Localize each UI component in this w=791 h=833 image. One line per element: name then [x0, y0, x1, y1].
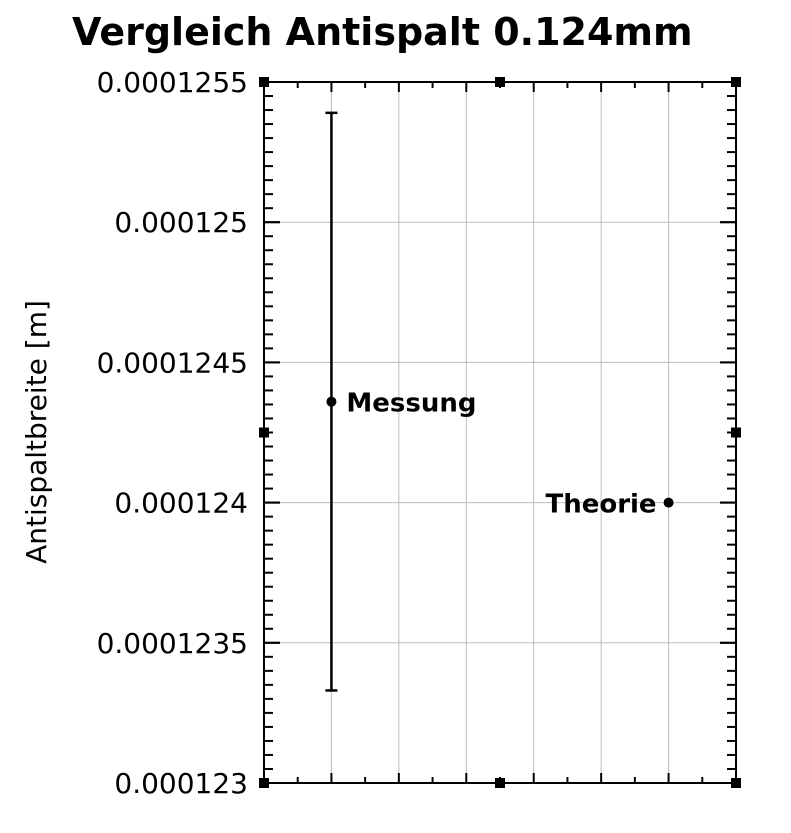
data-label-theorie: Theorie	[545, 490, 656, 520]
corner-markers	[259, 77, 741, 788]
y-tick-labels: 0.000123 0.0001235 0.000124 0.0001245 0.0001…	[97, 66, 248, 800]
chart-title: Vergleich Antispalt 0.124mm	[72, 10, 693, 54]
y-tick-label: 0.0001245	[97, 346, 248, 379]
data-label-messung: Messung	[346, 389, 476, 419]
y-tick-label: 0.000124	[114, 487, 248, 520]
corner-marker	[259, 77, 269, 87]
y-axis-label: Antispaltbreite [m]	[20, 300, 53, 564]
corner-marker	[731, 778, 741, 788]
axis-ticks	[263, 81, 737, 784]
corner-marker	[259, 427, 269, 438]
corner-marker	[731, 427, 741, 438]
y-tick-label: 0.000123	[114, 767, 248, 800]
corner-marker	[259, 778, 269, 788]
plot-frame	[263, 81, 737, 784]
corner-marker	[495, 77, 505, 87]
corner-marker	[495, 778, 505, 788]
y-tick-label: 0.0001255	[97, 66, 248, 99]
grid-lines	[264, 82, 736, 783]
y-tick-label: 0.0001235	[97, 627, 248, 660]
data-point-messung	[326, 396, 337, 407]
corner-marker	[731, 77, 741, 87]
y-tick-label: 0.000125	[114, 206, 248, 239]
data-points: Messung Theorie	[325, 111, 674, 692]
data-point-theorie	[663, 497, 674, 508]
